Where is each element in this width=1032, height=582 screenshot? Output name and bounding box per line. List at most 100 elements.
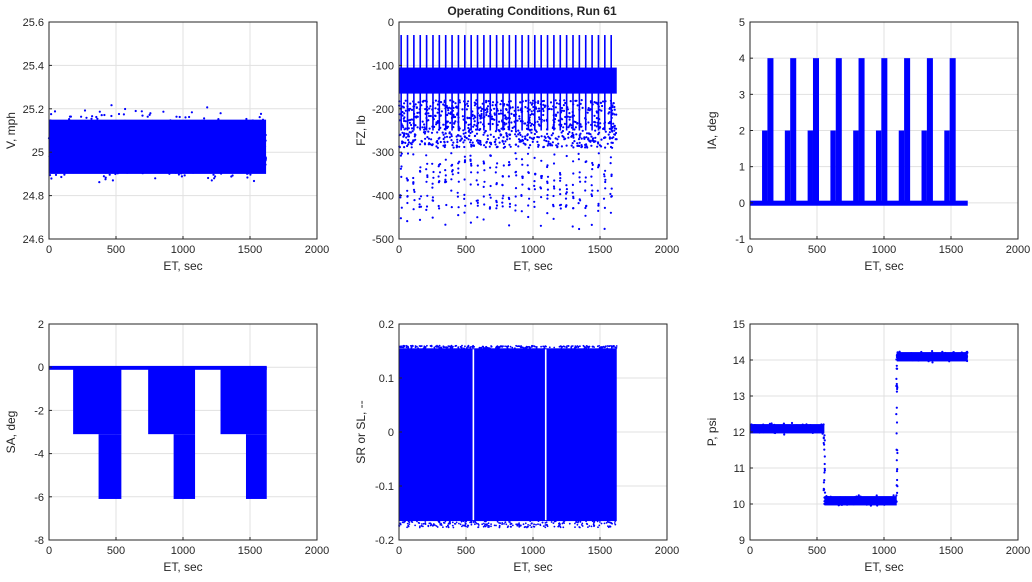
data-point xyxy=(236,131,239,134)
data-point xyxy=(228,168,231,171)
data-point xyxy=(75,136,78,139)
data-point xyxy=(867,499,870,502)
data-point xyxy=(168,143,171,146)
data-point xyxy=(443,101,446,104)
data-point xyxy=(147,152,150,155)
data-point xyxy=(803,427,806,430)
data-point xyxy=(413,190,416,193)
data-point xyxy=(558,99,562,102)
data-band xyxy=(807,130,813,203)
data-point xyxy=(539,187,543,190)
data-point xyxy=(137,142,140,145)
data-point xyxy=(59,133,62,136)
data-point xyxy=(501,112,504,115)
data-point xyxy=(251,168,254,171)
data-point xyxy=(108,145,111,148)
data-point xyxy=(880,497,883,500)
data-point xyxy=(483,125,486,128)
data-point xyxy=(417,347,419,350)
data-point xyxy=(103,113,106,117)
data-point xyxy=(410,143,413,146)
data-point xyxy=(229,148,232,151)
data-point xyxy=(604,130,607,133)
data-point xyxy=(823,462,826,466)
data-point xyxy=(207,155,210,158)
data-point xyxy=(522,347,525,349)
data-point xyxy=(145,153,148,156)
data-point xyxy=(545,119,549,122)
data-point xyxy=(400,345,402,348)
data-point xyxy=(229,154,232,157)
data-point xyxy=(498,522,500,524)
data-point xyxy=(425,208,428,211)
data-point xyxy=(610,102,613,105)
data-point xyxy=(120,165,123,168)
data-point xyxy=(457,120,460,124)
data-point xyxy=(771,425,774,428)
data-point xyxy=(135,164,138,167)
data-point xyxy=(211,163,214,166)
data-point xyxy=(165,123,168,126)
data-point xyxy=(543,139,546,142)
data-point xyxy=(219,112,222,115)
data-point xyxy=(67,149,71,152)
data-point xyxy=(444,174,447,177)
data-point xyxy=(483,180,486,183)
data-point xyxy=(611,141,614,144)
data-point xyxy=(540,196,543,199)
data-point xyxy=(408,109,411,112)
data-point xyxy=(51,138,54,141)
data-point xyxy=(607,122,610,125)
data-point xyxy=(402,344,405,347)
data-point xyxy=(775,425,778,428)
data-point xyxy=(399,522,402,525)
data-point xyxy=(477,526,480,528)
data-point xyxy=(857,501,860,504)
data-point xyxy=(432,118,435,121)
data-point xyxy=(469,346,472,348)
data-point xyxy=(447,522,450,525)
x-tick-label: 500 xyxy=(457,244,475,256)
data-point xyxy=(558,522,561,525)
data-point xyxy=(600,522,603,525)
data-point xyxy=(158,145,161,148)
data-point xyxy=(521,175,524,178)
data-band xyxy=(399,67,617,94)
data-point xyxy=(407,520,410,523)
data-point xyxy=(508,205,511,208)
data-point xyxy=(896,491,899,494)
data-point xyxy=(258,116,261,119)
y-tick-label: 11 xyxy=(734,463,745,475)
data-point xyxy=(154,177,157,180)
y-tick-label: 0.1 xyxy=(379,373,394,385)
data-point xyxy=(495,207,498,210)
data-point xyxy=(942,357,945,360)
data-point xyxy=(490,345,493,348)
data-point xyxy=(558,123,561,126)
data-point xyxy=(426,194,429,197)
data-point xyxy=(244,151,247,154)
data-point xyxy=(513,109,516,112)
data-point xyxy=(498,141,501,144)
y-axis-label: FZ, lb xyxy=(354,115,368,146)
data-point xyxy=(57,143,60,146)
data-point xyxy=(428,114,431,118)
data-point xyxy=(914,357,917,361)
data-point xyxy=(572,172,575,175)
data-point xyxy=(58,128,61,131)
data-point xyxy=(514,143,518,146)
data-point xyxy=(922,355,926,359)
data-point xyxy=(431,116,435,119)
data-point xyxy=(91,136,94,140)
data-point xyxy=(850,498,853,501)
data-point xyxy=(63,173,66,176)
data-point xyxy=(591,189,594,192)
data-point xyxy=(115,137,118,140)
data-point xyxy=(546,132,549,135)
x-tick-label: 2000 xyxy=(305,244,329,256)
data-point xyxy=(120,149,124,152)
data-point xyxy=(405,132,408,135)
data-point xyxy=(249,138,252,141)
data-point xyxy=(432,176,435,179)
data-point xyxy=(487,115,490,118)
